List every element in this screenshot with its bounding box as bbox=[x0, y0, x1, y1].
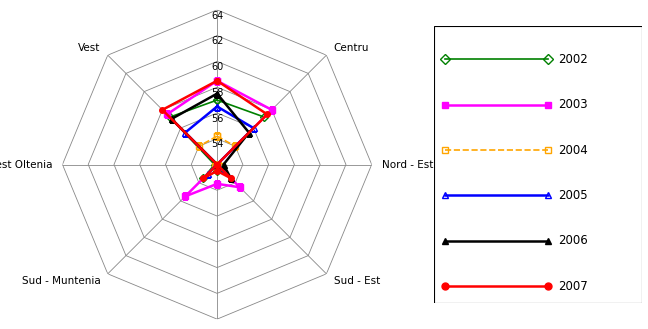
Text: 62: 62 bbox=[211, 36, 224, 46]
Text: 60: 60 bbox=[211, 62, 223, 72]
Text: 56: 56 bbox=[211, 114, 224, 124]
Text: Centru: Centru bbox=[334, 43, 369, 53]
Text: Vest: Vest bbox=[78, 43, 100, 53]
Text: Nord - Est: Nord - Est bbox=[382, 160, 434, 169]
Text: 54: 54 bbox=[211, 139, 224, 149]
Text: Sud - Est: Sud - Est bbox=[334, 276, 380, 286]
Text: 2007: 2007 bbox=[559, 280, 588, 292]
Text: 58: 58 bbox=[211, 88, 224, 98]
Text: 2006: 2006 bbox=[559, 234, 588, 247]
Text: 2003: 2003 bbox=[559, 98, 588, 111]
Text: Sud - Muntenia: Sud - Muntenia bbox=[21, 276, 100, 286]
Text: Sud - Vest Oltenia: Sud - Vest Oltenia bbox=[0, 160, 52, 169]
Text: 64: 64 bbox=[211, 11, 223, 20]
Text: 2005: 2005 bbox=[559, 189, 588, 202]
Text: 2004: 2004 bbox=[559, 144, 588, 157]
Text: 2002: 2002 bbox=[559, 53, 588, 66]
